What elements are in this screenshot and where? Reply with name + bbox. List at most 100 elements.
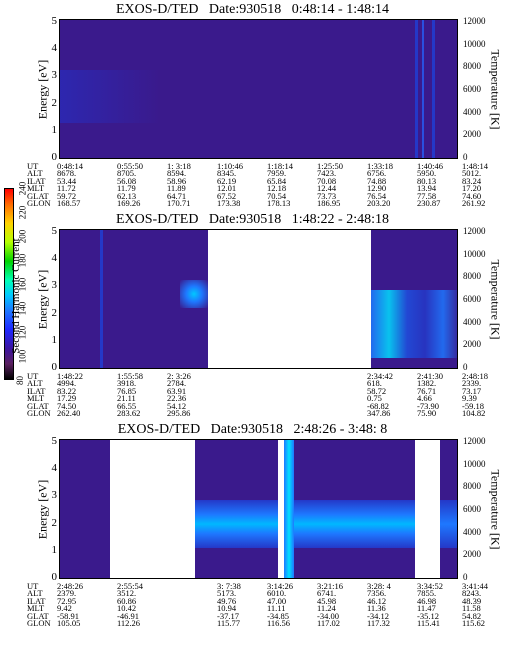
y2-tick-label: 8000 — [463, 271, 481, 282]
table-cell: 60.86 — [117, 595, 137, 606]
y-axis-label: Energy [eV] — [35, 479, 50, 540]
row-label: GLAT — [27, 400, 49, 411]
row-label: GLAT — [27, 190, 49, 201]
table-cell: 54.12 — [167, 400, 187, 411]
table-cell: 45.98 — [317, 595, 337, 606]
y2-tick-label: 2000 — [463, 549, 481, 560]
table-cell: 6010. — [267, 588, 287, 599]
table-cell: 70.54 — [267, 190, 287, 201]
signal-band — [60, 70, 160, 123]
table-cell: 178.13 — [267, 197, 291, 208]
table-cell: 0:55:50 — [117, 161, 143, 171]
table-cell: 63.91 — [167, 385, 187, 396]
row-label: UT — [27, 161, 39, 171]
table-cell: 11.79 — [117, 183, 136, 194]
table-cell: 67.52 — [217, 190, 237, 201]
table-cell: 2:41:30 — [417, 371, 443, 381]
y2-axis-label: Temperature [K] — [488, 469, 503, 550]
table-cell: 83.24 — [462, 175, 482, 186]
row-label: MLT — [27, 393, 45, 404]
table-cell: 1:33:18 — [367, 161, 393, 171]
table-row: GLON 105.05 112.26 115.77 116.56 117.02 117.32… — [27, 617, 487, 628]
colorbar — [4, 188, 14, 380]
table-cell: 1:55:58 — [117, 371, 143, 381]
table-cell: 17.29 — [57, 393, 77, 404]
signal-band — [284, 440, 294, 578]
table-cell: 9.39 — [462, 393, 477, 404]
table-cell: 262.40 — [57, 407, 81, 418]
table-cell: 115.41 — [417, 617, 441, 628]
table-row: UT 1:48:22 1:55:58 2: 3:26 2:34:42 2:41:30 2:4… — [27, 371, 488, 381]
row-label: UT — [27, 371, 39, 381]
table-cell: 56.08 — [117, 175, 137, 186]
y2-tick-label: 6000 — [463, 504, 481, 514]
table-cell: 0:48:14 — [57, 161, 83, 171]
y2-tick-label: 12000 — [463, 436, 486, 446]
table-cell: 2:34:42 — [367, 371, 393, 381]
table-cell: 58.96 — [167, 175, 187, 186]
table-cell: 116.56 — [267, 617, 291, 628]
table-cell: 17.20 — [462, 183, 482, 194]
table-cell: 9.42 — [57, 603, 72, 614]
table-cell: 4994. — [57, 378, 77, 389]
table-cell: 11.11 — [267, 603, 286, 614]
table-cell: 12.90 — [367, 183, 387, 194]
table-cell: 1:40:46 — [417, 161, 443, 171]
table-cell: 2: 3:26 — [167, 371, 191, 381]
y-tick-label: 5 — [51, 225, 58, 237]
spectrogram-plot — [59, 19, 458, 159]
table-row: GLON 168.57 169.26 170.71 173.38 178.13 186.95… — [27, 197, 487, 208]
signal-band — [371, 290, 457, 358]
table-cell: 115.77 — [217, 617, 241, 628]
table-cell: 8705. — [117, 168, 137, 179]
y2-tick-label: 10000 — [463, 38, 486, 49]
spectrogram-plot — [59, 439, 458, 579]
row-label: UT — [27, 581, 39, 591]
panel-title: EXOS-D/TED Date:930518 0:48:14 - 1:48:14 — [116, 2, 389, 17]
table-cell: 0.75 — [367, 393, 382, 404]
table-row: UT 2:48:26 2:55:54 3: 7:38 3:14:26 3:21:16 3:2… — [27, 581, 488, 591]
table-cell: 83.22 — [57, 385, 77, 396]
y-tick-label: 4 — [51, 252, 58, 265]
table-cell: 13.94 — [417, 183, 437, 194]
table-cell: 2784. — [167, 378, 187, 389]
table-row: GLAT 59.72 62.13 64.71 67.52 70.54 73.73 76.54 7… — [27, 190, 487, 201]
table-cell: 117.02 — [317, 617, 341, 628]
table-cell: 12.44 — [317, 183, 337, 194]
table-cell: 1382. — [417, 378, 437, 389]
y-tick-label: 1 — [51, 123, 58, 136]
orbit-table: UT 1:48:22 1:55:58 2: 3:26 2:34:42 2:41:30 2:4… — [27, 371, 488, 418]
table-cell: 173.38 — [217, 197, 241, 208]
table-cell: 11.47 — [417, 603, 436, 614]
panel-title: EXOS-D/TED Date:930518 2:48:26 - 3:48: 8 — [117, 422, 388, 437]
table-cell: -34.85 — [267, 610, 289, 621]
table-cell: 76.71 — [417, 385, 437, 396]
spectrogram-plot — [59, 229, 458, 369]
table-cell: 12.18 — [267, 183, 287, 194]
table-cell: 7855. — [417, 588, 437, 599]
table-cell: 48.39 — [462, 595, 482, 606]
y2-axis-label: Temperature [K] — [488, 259, 503, 340]
table-cell: 70.08 — [317, 175, 337, 186]
colorbar-tick-label: 80 — [15, 376, 25, 385]
signal-band — [100, 230, 103, 368]
table-row: ALT 2379. 3512. 5173. 6010. 6741. 7356. 7855. 82… — [27, 588, 487, 599]
table-cell: 4.66 — [417, 393, 432, 404]
y2-tick-label: 8000 — [463, 61, 481, 72]
row-label: ILAT — [27, 595, 46, 606]
y2-tick-label: 6000 — [463, 294, 481, 304]
table-cell: 12.01 — [217, 183, 237, 194]
table-row: ILAT 83.22 76.85 63.91 58.72 76.71 73.17 — [27, 385, 487, 396]
table-cell: 104.82 — [462, 407, 486, 418]
table-cell: 1:25:50 — [317, 161, 343, 171]
table-cell: 230.87 — [417, 197, 441, 208]
data-gap — [415, 440, 440, 578]
table-cell: 3:28: 4 — [367, 581, 391, 591]
colorbar-tick-label: 220 — [17, 205, 28, 220]
table-cell: 1:48:14 — [462, 161, 488, 171]
table-cell: 6741. — [317, 588, 337, 599]
table-cell: 10.94 — [217, 603, 237, 614]
row-label: MLT — [27, 183, 45, 194]
signal-band — [440, 500, 457, 548]
table-cell: 1:10:46 — [217, 161, 243, 171]
